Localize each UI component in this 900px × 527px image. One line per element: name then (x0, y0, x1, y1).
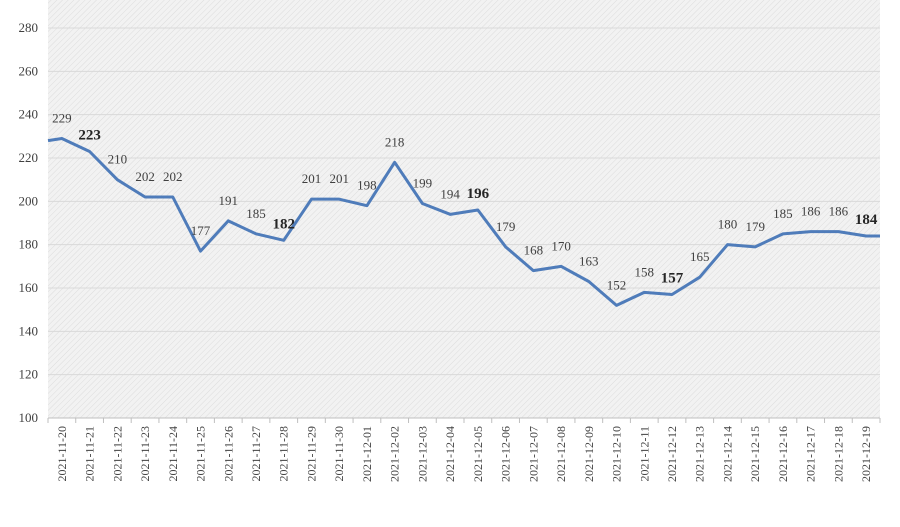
x-tick-label: 2021-12-15 (748, 426, 762, 482)
data-label: 201 (302, 171, 322, 186)
data-label: 182 (272, 216, 295, 232)
data-label: 185 (773, 206, 793, 221)
data-label: 201 (329, 171, 349, 186)
data-label: 186 (829, 204, 849, 219)
x-tick-label: 2021-12-10 (610, 426, 624, 482)
data-label: 165 (690, 249, 710, 264)
x-tick-label: 2021-12-14 (720, 426, 734, 482)
series-line-group (47, 137, 880, 307)
x-tick-label: 2021-11-30 (332, 426, 346, 482)
x-tick-label: 2021-11-22 (110, 426, 124, 482)
x-tick-label: 2021-12-07 (526, 426, 540, 482)
x-tick-label: 2021-12-16 (776, 426, 790, 482)
data-label: 179 (745, 219, 765, 234)
data-label: 223 (78, 128, 101, 144)
x-tick-label: 2021-11-21 (83, 426, 97, 482)
data-label: 158 (635, 264, 655, 279)
x-tick-label: 2021-12-01 (360, 426, 374, 482)
data-label: 229 (52, 111, 72, 126)
data-label: 202 (135, 169, 155, 184)
data-label: 202 (163, 169, 183, 184)
x-tick-label: 2021-12-13 (693, 426, 707, 482)
x-axis (47, 417, 881, 423)
x-tick-label: 2021-11-29 (304, 426, 318, 482)
y-tick-label: 100 (19, 410, 39, 425)
x-tick-label: 2021-11-23 (138, 426, 152, 482)
x-tick-label: 2021-11-26 (221, 426, 235, 482)
x-tick-label: 2021-12-02 (388, 426, 402, 482)
data-label: 152 (607, 277, 627, 292)
data-labels: 229 223 210 202 202 177 191 185 182 201 201 198 218 1… (52, 111, 878, 293)
x-tick-label: 2021-12-12 (665, 426, 679, 482)
x-tick-label: 2021-12-09 (582, 426, 596, 482)
x-tick-label: 2021-12-19 (859, 426, 873, 482)
x-tick-label: 2021-11-25 (194, 426, 208, 482)
x-tick-label: 2021-12-05 (471, 426, 485, 482)
data-label: 198 (357, 178, 377, 193)
x-tick-label: 2021-12-18 (831, 426, 845, 482)
x-tick-label: 2021-12-06 (499, 426, 513, 482)
data-label: 210 (108, 152, 128, 167)
y-axis-ticks: 100 120 140 160 180 200 220 240 260 280 (19, 20, 39, 425)
x-tick-label: 2021-12-11 (637, 426, 651, 482)
data-label: 163 (579, 254, 599, 269)
data-label: 170 (551, 238, 571, 253)
data-label: 168 (524, 243, 544, 258)
x-axis-ticks: 2021-11-20 2021-11-21 2021-11-22 2021-11-23… (55, 426, 873, 482)
data-label: 194 (440, 186, 460, 201)
y-tick-label: 120 (19, 367, 39, 382)
gridlines (48, 27, 880, 419)
data-label: 218 (385, 134, 405, 149)
data-label: 177 (191, 223, 211, 238)
y-tick-label: 280 (19, 20, 39, 35)
x-tick-label: 2021-11-27 (249, 426, 263, 482)
x-tick-label: 2021-12-04 (443, 426, 457, 482)
x-tick-label: 2021-11-24 (166, 426, 180, 482)
y-tick-label: 240 (19, 107, 39, 122)
data-label: 185 (246, 206, 266, 221)
data-label: 184 (855, 212, 878, 228)
data-label: 157 (661, 271, 684, 287)
x-tick-label: 2021-12-17 (804, 426, 818, 482)
plot-area (48, 0, 880, 418)
x-tick-label: 2021-12-03 (415, 426, 429, 482)
data-label: 196 (467, 186, 490, 202)
y-tick-label: 160 (19, 280, 39, 295)
data-label: 180 (718, 217, 738, 232)
data-label: 199 (413, 176, 433, 191)
y-tick-label: 220 (19, 150, 39, 165)
y-tick-label: 200 (19, 193, 39, 208)
y-tick-label: 260 (19, 63, 39, 78)
x-tick-label: 2021-11-20 (55, 426, 69, 482)
y-tick-label: 140 (19, 323, 39, 338)
data-label: 191 (219, 193, 239, 208)
x-tick-label: 2021-11-28 (277, 426, 291, 482)
series-line (47, 137, 880, 307)
x-tick-label: 2021-12-08 (554, 426, 568, 482)
data-label: 179 (496, 219, 516, 234)
y-tick-label: 180 (19, 237, 39, 252)
data-label: 186 (801, 204, 821, 219)
